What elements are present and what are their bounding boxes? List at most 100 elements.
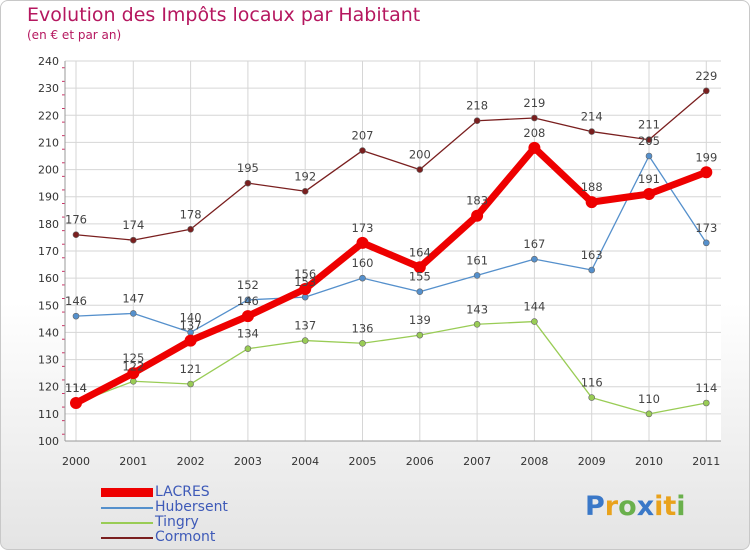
legend-label: LACRES bbox=[155, 484, 210, 500]
chart-subtitle: (en € et par an) bbox=[27, 28, 122, 42]
data-point-lacres bbox=[356, 236, 369, 249]
data-point-cormont bbox=[588, 128, 596, 135]
data-label-tingry: 121 bbox=[180, 362, 202, 376]
data-point-tingry bbox=[244, 345, 252, 353]
data-point-tingry bbox=[588, 394, 596, 401]
data-point-cormont bbox=[187, 225, 194, 233]
data-point-lacres bbox=[241, 310, 254, 323]
y-tick-label: 180 bbox=[38, 218, 59, 231]
legend-item-hubersent: Hubersent bbox=[101, 500, 228, 515]
data-point-lacres bbox=[184, 334, 197, 347]
logo-letter: i bbox=[654, 491, 664, 522]
x-tick-label: 2002 bbox=[177, 455, 205, 468]
x-tick-label: 2003 bbox=[234, 455, 262, 468]
legend-item-cormont: Cormont bbox=[101, 530, 228, 545]
data-label-tingry: 136 bbox=[352, 321, 374, 335]
data-point-hubersent bbox=[72, 312, 80, 320]
data-point-tingry bbox=[416, 331, 424, 339]
logo-letter: x bbox=[636, 491, 655, 522]
data-point-tingry bbox=[301, 337, 309, 344]
data-label-lacres: 208 bbox=[523, 126, 545, 140]
data-point-lacres bbox=[413, 261, 426, 274]
data-label-tingry: 139 bbox=[409, 313, 431, 327]
data-label-hubersent: 153 bbox=[294, 275, 316, 289]
data-label-cormont: 229 bbox=[695, 69, 717, 83]
series-line-hubersent bbox=[75, 155, 707, 334]
data-label-cormont: 211 bbox=[638, 118, 660, 132]
data-label-hubersent: 140 bbox=[180, 310, 202, 324]
data-label-cormont: 218 bbox=[466, 99, 488, 113]
data-label-hubersent: 167 bbox=[523, 237, 545, 251]
x-tick-label: 2005 bbox=[349, 455, 377, 468]
x-tick-label: 2000 bbox=[62, 455, 90, 468]
logo-letter: t bbox=[663, 491, 677, 522]
data-label-hubersent: 173 bbox=[695, 221, 717, 235]
data-point-tingry bbox=[359, 339, 366, 347]
data-point-lacres bbox=[700, 166, 713, 179]
data-point-lacres bbox=[643, 188, 655, 200]
x-tick-label: 2008 bbox=[520, 455, 548, 468]
data-label-cormont: 200 bbox=[409, 148, 431, 162]
data-label-cormont: 195 bbox=[237, 161, 259, 175]
series-line-lacres bbox=[72, 144, 710, 407]
logo-letter: o bbox=[618, 491, 637, 522]
data-label-tingry: 134 bbox=[237, 327, 259, 341]
data-point-cormont bbox=[72, 231, 80, 239]
x-tick-label: 2011 bbox=[692, 455, 720, 468]
data-point-tingry bbox=[531, 318, 538, 325]
legend-label: Tingry bbox=[155, 514, 199, 530]
data-point-hubersent bbox=[359, 274, 366, 282]
y-tick-label: 110 bbox=[38, 408, 59, 421]
data-point-tingry bbox=[473, 320, 481, 328]
data-point-cormont bbox=[702, 87, 710, 95]
y-tick-label: 200 bbox=[38, 164, 59, 177]
data-point-lacres bbox=[127, 367, 140, 380]
data-label-hubersent: 152 bbox=[237, 278, 259, 292]
data-point-cormont bbox=[416, 166, 424, 173]
legend-item-lacres: LACRES bbox=[101, 485, 228, 500]
series-line-tingry bbox=[75, 320, 707, 415]
data-label-tingry: 114 bbox=[65, 381, 87, 395]
data-point-tingry bbox=[645, 410, 653, 418]
data-point-hubersent bbox=[588, 266, 596, 274]
data-label-cormont: 176 bbox=[65, 213, 87, 227]
data-label-cormont: 207 bbox=[352, 129, 374, 143]
y-tick-label: 120 bbox=[38, 381, 59, 394]
data-point-lacres bbox=[585, 196, 598, 209]
legend-swatch bbox=[101, 488, 153, 497]
data-label-cormont: 174 bbox=[122, 218, 144, 232]
data-label-lacres: 137 bbox=[180, 319, 202, 333]
series-line-cormont bbox=[75, 90, 707, 241]
legend-swatch bbox=[101, 506, 153, 509]
data-point-hubersent bbox=[473, 272, 481, 279]
data-label-lacres: 188 bbox=[581, 180, 603, 194]
y-tick-label: 150 bbox=[38, 299, 59, 312]
data-point-lacres bbox=[528, 141, 541, 154]
y-tick-label: 160 bbox=[38, 272, 59, 285]
logo-letter: i bbox=[676, 491, 686, 522]
data-label-hubersent: 147 bbox=[122, 291, 144, 305]
data-point-tingry bbox=[130, 377, 137, 385]
data-label-lacres: 183 bbox=[466, 194, 488, 208]
data-label-cormont: 219 bbox=[523, 96, 545, 110]
data-label-hubersent: 163 bbox=[581, 248, 603, 262]
data-label-lacres: 125 bbox=[122, 351, 144, 365]
y-tick-label: 230 bbox=[38, 82, 59, 95]
y-tick-label: 220 bbox=[38, 109, 59, 122]
y-tick-label: 170 bbox=[38, 245, 59, 258]
y-tick-label: 190 bbox=[38, 191, 59, 204]
legend-swatch bbox=[101, 536, 153, 539]
x-tick-label: 2001 bbox=[119, 455, 147, 468]
logo-letter: P bbox=[585, 491, 605, 522]
data-label-lacres: 146 bbox=[237, 294, 259, 308]
data-label-cormont: 192 bbox=[294, 169, 316, 183]
logo-letter: r bbox=[604, 491, 619, 522]
data-point-lacres bbox=[299, 283, 312, 295]
y-tick-label: 240 bbox=[38, 55, 59, 68]
data-label-lacres: 164 bbox=[409, 245, 431, 259]
x-tick-label: 2009 bbox=[578, 455, 606, 468]
data-point-hubersent bbox=[130, 310, 137, 317]
chart-title: Evolution des Impôts locaux par Habitant bbox=[27, 4, 421, 26]
